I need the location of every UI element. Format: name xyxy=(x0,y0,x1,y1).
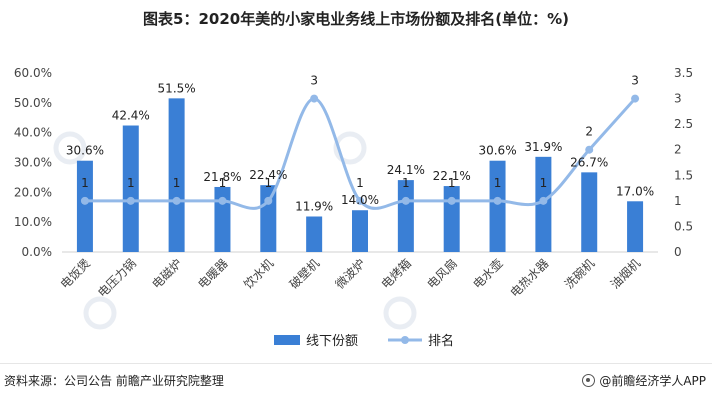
bar xyxy=(489,160,506,252)
rank-value-label: 3 xyxy=(310,74,318,88)
bar xyxy=(306,216,323,252)
x-tick-label: 饮水机 xyxy=(241,256,276,291)
y-left-tick-label: 30.0% xyxy=(14,156,52,170)
rank-point xyxy=(310,94,319,103)
rank-point xyxy=(401,196,410,205)
bar-value-label: 30.6% xyxy=(66,144,104,158)
y-left-tick-label: 0.0% xyxy=(22,245,53,259)
rank-point xyxy=(218,196,227,205)
x-tick-label: 油烟机 xyxy=(608,256,643,291)
bar-value-label: 26.7% xyxy=(570,155,608,169)
watermark-layer xyxy=(53,131,417,330)
bar xyxy=(122,125,139,252)
y-left-tick-label: 20.0% xyxy=(14,185,52,199)
chart-title: 图表5：2020年美的小家电业务线上市场份额及排名(单位：%) xyxy=(143,10,569,28)
bar xyxy=(214,186,231,252)
x-tick-label: 电暖器 xyxy=(195,256,230,291)
rank-point xyxy=(264,196,273,205)
y-left-tick-label: 50.0% xyxy=(14,96,52,110)
rank-point xyxy=(539,196,548,205)
legend: 线下份额 排名 xyxy=(274,333,454,349)
legend-bar-swatch xyxy=(274,335,300,345)
brand-text: @前瞻经济学人APP xyxy=(599,374,706,388)
brand-credit: @前瞻经济学人APP xyxy=(582,372,706,389)
rank-line-series xyxy=(80,94,640,210)
watermark-logo-icon xyxy=(383,296,417,330)
legend-line-label: 排名 xyxy=(428,333,454,349)
y-right-tick-label: 2.5 xyxy=(674,117,693,131)
source-note: 资料来源：公司公告 前瞻产业研究院整理 xyxy=(4,374,224,388)
legend-line-marker xyxy=(401,336,409,344)
x-tick-label: 电水壶 xyxy=(470,256,506,292)
legend-bar-label: 线下份额 xyxy=(306,334,358,349)
rank-point xyxy=(356,196,364,205)
y-left-tick-label: 40.0% xyxy=(14,126,52,140)
bar xyxy=(76,160,93,252)
y-left-tick-label: 60.0% xyxy=(14,66,52,80)
rank-value-label: 1 xyxy=(127,176,135,190)
x-tick-label: 电风扇 xyxy=(424,256,460,292)
y-right-tick-label: 3.5 xyxy=(674,66,693,80)
bar xyxy=(260,185,277,252)
bar-value-label: 14.0% xyxy=(341,193,379,207)
bar-value-label: 42.4% xyxy=(112,109,150,123)
bar-value-label: 21.8% xyxy=(203,170,241,184)
x-tick-label: 电烤箱 xyxy=(378,256,414,292)
bar xyxy=(352,210,368,252)
rank-point xyxy=(631,94,640,103)
brand-logo-icon xyxy=(582,374,596,387)
y-right-tick-label: 1 xyxy=(674,194,682,208)
rank-value-label: 1 xyxy=(494,176,502,190)
x-tick-label: 破壁机 xyxy=(286,256,322,292)
y-right-tick-label: 3 xyxy=(674,92,682,106)
rank-point xyxy=(493,196,502,205)
rank-value-label: 1 xyxy=(219,176,227,190)
rank-value-label: 1 xyxy=(356,176,364,190)
bar-value-label: 22.1% xyxy=(433,169,471,183)
bar-value-label: 31.9% xyxy=(524,140,562,154)
rank-value-label: 1 xyxy=(173,176,181,190)
y-right-tick-label: 1.5 xyxy=(674,168,693,182)
x-tick-label: 微波炉 xyxy=(333,256,368,291)
bar xyxy=(443,186,460,252)
bar xyxy=(168,98,185,252)
rank-value-label: 3 xyxy=(631,74,639,88)
bar xyxy=(581,172,598,252)
rank-value-label: 2 xyxy=(585,125,593,139)
y-right-tick-label: 0 xyxy=(674,245,682,259)
rank-point xyxy=(126,196,135,205)
bar-value-label: 30.6% xyxy=(478,144,516,158)
rank-value-label: 1 xyxy=(448,176,456,190)
watermark-logo-icon xyxy=(53,131,87,165)
bar-value-label: 11.9% xyxy=(295,199,333,213)
rank-value-label: 1 xyxy=(81,176,89,190)
watermark-logo-icon xyxy=(83,296,117,330)
rank-point xyxy=(585,145,594,154)
rank-value-label: 1 xyxy=(402,176,410,190)
x-tick-label: 电热水器 xyxy=(508,256,552,300)
bar-value-label: 51.5% xyxy=(158,81,196,95)
data-labels: 30.6% 42.4% 51.5% 21.8% 22.4% 11.9% 14.0% 24.1%… xyxy=(66,74,654,214)
bar xyxy=(627,201,644,252)
bar xyxy=(397,180,414,252)
rank-point xyxy=(447,196,456,205)
y-right-tick-label: 2 xyxy=(674,143,682,157)
x-tick-label: 电压力锅 xyxy=(94,256,139,301)
y-left-tick-label: 10.0% xyxy=(14,215,52,229)
x-tick-label: 电磁炉 xyxy=(149,256,185,292)
bar-value-label: 17.0% xyxy=(616,184,654,198)
footer-divider xyxy=(0,363,712,364)
bar-value-label: 22.4% xyxy=(249,168,287,182)
y-right-tick-label: 0.5 xyxy=(674,219,693,233)
bar-value-label: 24.1% xyxy=(387,163,425,177)
watermark-logo-icon xyxy=(333,131,367,165)
rank-value-label: 1 xyxy=(264,176,272,190)
rank-point xyxy=(80,196,89,205)
rank-value-label: 1 xyxy=(540,176,548,190)
x-tick-label: 电饭煲 xyxy=(57,256,93,292)
rank-point xyxy=(172,196,181,205)
x-tick-label: 洗碗机 xyxy=(561,256,597,292)
